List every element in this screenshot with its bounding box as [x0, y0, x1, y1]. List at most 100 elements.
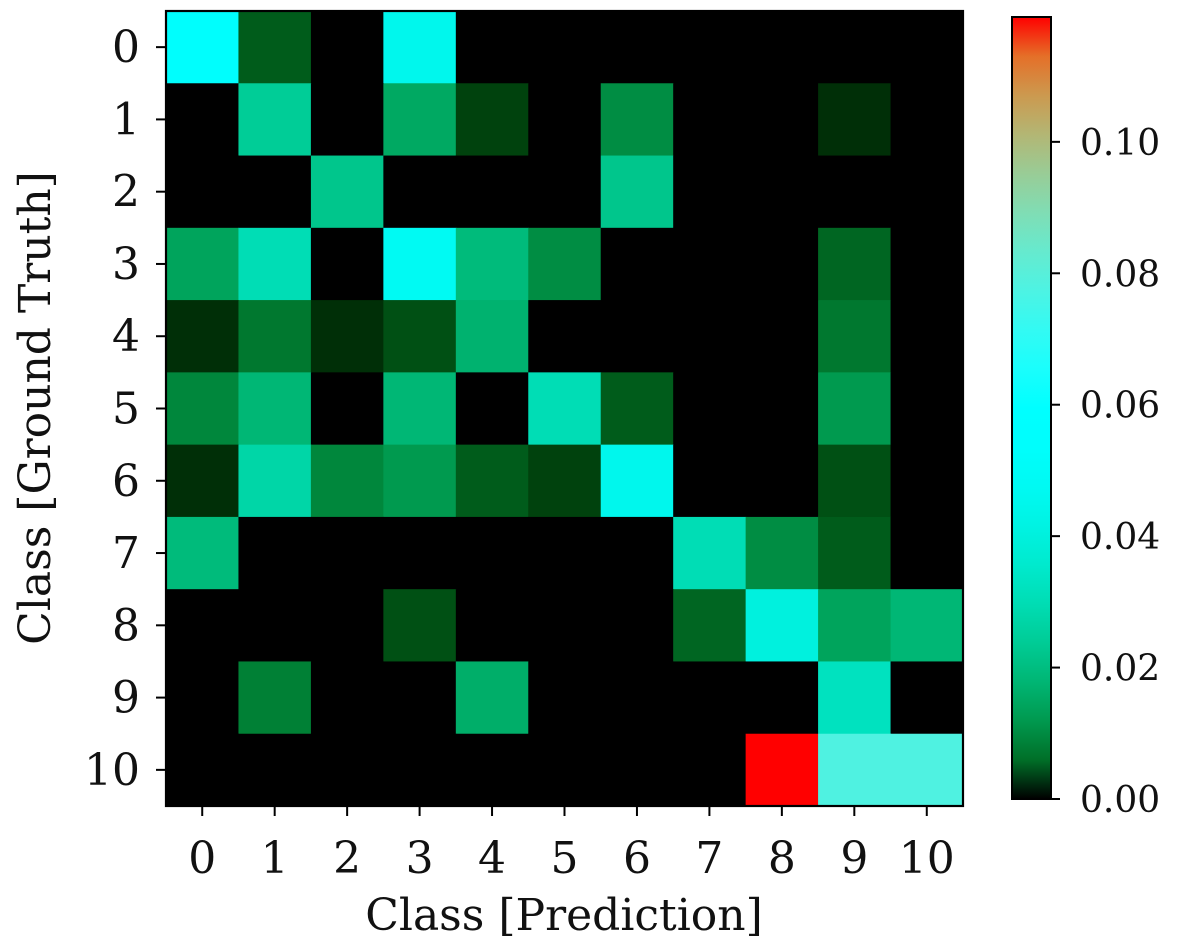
heatmap-cell: [528, 733, 602, 807]
y-tick-label: 6: [112, 456, 140, 507]
heatmap-cell: [238, 227, 312, 301]
heatmap-cell: [818, 83, 892, 157]
heatmap-cell: [528, 372, 602, 446]
heatmap-cell: [238, 516, 312, 590]
heatmap-cell: [166, 300, 240, 373]
heatmap-cell: [528, 589, 602, 663]
heatmap-cell: [890, 83, 964, 157]
y-tick-label: 7: [112, 528, 140, 579]
heatmap-cell: [673, 733, 747, 807]
y-tick-label: 8: [112, 600, 140, 651]
heatmap-cell: [383, 83, 457, 157]
y-tick-label: 5: [112, 384, 140, 435]
heatmap-cell: [455, 661, 529, 735]
x-tick-label: 9: [840, 833, 868, 884]
heatmap-cell: [818, 372, 892, 446]
heatmap-cell: [383, 516, 457, 590]
heatmap-cell: [890, 444, 964, 518]
x-tick-label: 4: [478, 833, 506, 884]
heatmap-cell: [600, 516, 674, 590]
x-axis-label: Class [Prediction]: [365, 890, 763, 941]
heatmap-cell: [890, 372, 964, 446]
heatmap-cell: [455, 516, 529, 590]
heatmap-cell: [310, 372, 384, 446]
heatmap-cell: [455, 11, 529, 84]
heatmap-cell: [745, 516, 819, 590]
heatmap-cell: [600, 372, 674, 446]
heatmap-cell: [455, 444, 529, 518]
heatmap-cell: [673, 444, 747, 518]
heatmap-cell: [818, 300, 892, 373]
heatmap-cell: [818, 155, 892, 229]
y-tick-label: 3: [112, 239, 140, 290]
heatmap-cell: [745, 83, 819, 157]
heatmap-cell: [383, 661, 457, 735]
heatmap-cell: [238, 372, 312, 446]
heatmap-cell: [528, 300, 602, 373]
heatmap-cell: [600, 733, 674, 807]
heatmap-cell: [890, 733, 964, 807]
heatmap-cell: [383, 300, 457, 373]
heatmap-cell: [166, 155, 240, 229]
y-tick-label: 10: [84, 745, 140, 796]
heatmap-cell: [455, 300, 529, 373]
heatmap-cell: [890, 661, 964, 735]
y-tick-label: 4: [112, 311, 140, 362]
heatmap-cell: [383, 589, 457, 663]
heatmap-cell: [383, 733, 457, 807]
heatmap-cell: [383, 444, 457, 518]
heatmap-cell: [673, 11, 747, 84]
heatmap-cell: [818, 444, 892, 518]
heatmap-cell: [166, 516, 240, 590]
heatmap-cell: [745, 300, 819, 373]
x-tick-label: 0: [188, 833, 216, 884]
heatmap-cell: [745, 11, 819, 84]
heatmap-cell: [890, 516, 964, 590]
heatmap-cell: [745, 733, 819, 807]
heatmap-cell: [238, 300, 312, 373]
x-tick-label: 5: [551, 833, 579, 884]
heatmap-cell: [455, 83, 529, 157]
heatmap-cell: [166, 589, 240, 663]
heatmap-cell: [528, 444, 602, 518]
colorbar-tick-label: 0.00: [1080, 780, 1160, 821]
heatmap-cell: [455, 372, 529, 446]
y-tick-label: 0: [112, 22, 140, 73]
heatmap-cell: [600, 11, 674, 84]
heatmap-cell: [745, 589, 819, 663]
y-tick-label: 2: [112, 167, 140, 218]
heatmap-cell: [166, 444, 240, 518]
heatmap-cell: [455, 733, 529, 807]
colorbar-tick-label: 0.06: [1080, 386, 1160, 427]
colorbar: [1011, 16, 1052, 800]
heatmap-cell: [600, 155, 674, 229]
heatmap-cell: [745, 155, 819, 229]
heatmap-cell: [528, 83, 602, 157]
heatmap-cell: [310, 83, 384, 157]
x-tick-label: 7: [695, 833, 723, 884]
y-axis-label: Class [Ground Truth]: [10, 171, 61, 645]
heatmap-cell: [166, 227, 240, 301]
heatmap-cell: [238, 589, 312, 663]
heatmap-cell: [818, 661, 892, 735]
y-tick-label: 9: [112, 673, 140, 724]
heatmap-cell: [528, 516, 602, 590]
heatmap-cell: [600, 661, 674, 735]
heatmap-cell: [890, 227, 964, 301]
x-axis-ticks: 0 1 2 3 4 5 6 7 8 9 10: [188, 806, 955, 884]
heatmap-cell: [745, 661, 819, 735]
heatmap-cell: [528, 11, 602, 84]
heatmap-cell: [890, 300, 964, 373]
heatmap-cell: [673, 516, 747, 590]
heatmap-cell: [310, 11, 384, 84]
heatmap-cell: [890, 11, 964, 84]
heatmap-cell: [600, 444, 674, 518]
colorbar-tick-label: 0.10: [1080, 123, 1160, 164]
heatmap-cell: [600, 227, 674, 301]
heatmap-cell: [673, 83, 747, 157]
x-tick-label: 8: [768, 833, 796, 884]
heatmap-cell: [238, 444, 312, 518]
heatmap-cell: [310, 227, 384, 301]
x-tick-label: 2: [333, 833, 361, 884]
